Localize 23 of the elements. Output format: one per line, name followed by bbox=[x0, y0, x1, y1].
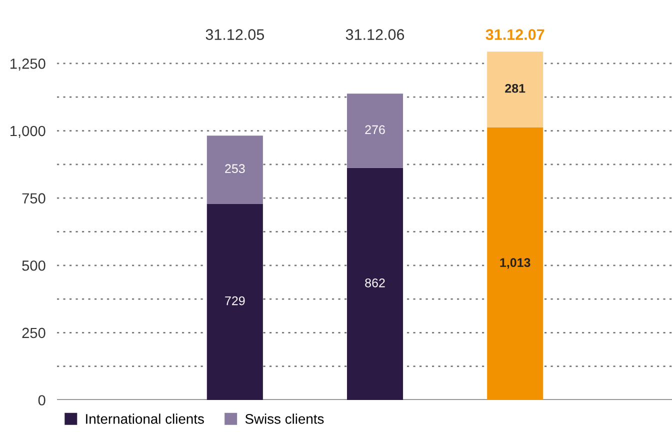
x-tick-label: 31.12.07 bbox=[486, 29, 544, 40]
x-tick-label: 31.12.06 bbox=[346, 29, 404, 40]
x-tick-label: 31.12.05 bbox=[206, 29, 264, 40]
y-tick-label: 750 bbox=[22, 193, 46, 204]
legend-label: Swiss clients bbox=[245, 414, 324, 424]
bar bbox=[487, 127, 544, 400]
data-label: 1,013 bbox=[500, 258, 530, 269]
y-tick-label: 1,000 bbox=[10, 126, 46, 138]
data-label: 253 bbox=[225, 164, 245, 174]
y-tick-label: 500 bbox=[22, 260, 46, 271]
bar bbox=[346, 168, 404, 400]
data-label: 281 bbox=[505, 84, 526, 93]
data-label: 729 bbox=[225, 296, 245, 306]
bar bbox=[206, 204, 263, 400]
y-tick-label: 1,250 bbox=[10, 58, 46, 71]
data-label: 276 bbox=[365, 125, 385, 134]
bar bbox=[487, 52, 544, 128]
legend-label: International clients bbox=[86, 414, 204, 424]
bar bbox=[346, 94, 404, 168]
y-tick-label: 0 bbox=[38, 395, 46, 406]
bar bbox=[206, 136, 263, 204]
data-label: 862 bbox=[365, 278, 385, 288]
y-tick-label: 250 bbox=[22, 328, 46, 338]
